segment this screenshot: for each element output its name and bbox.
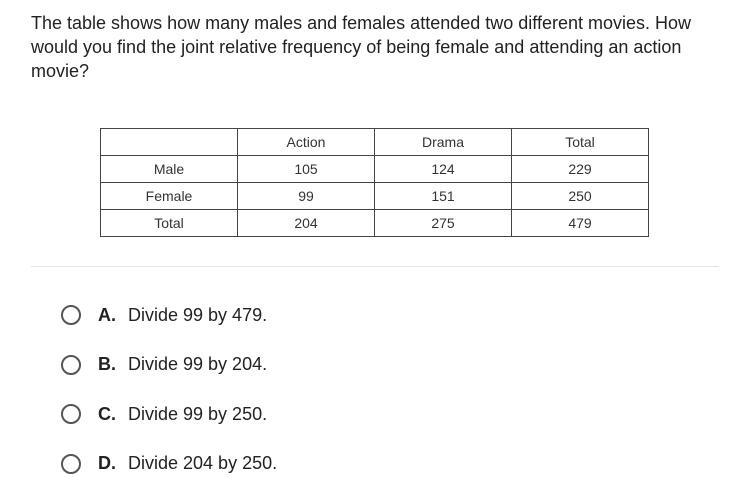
frequency-table: Action Drama Total Male 105 124 229 Female 99 151… xyxy=(100,128,649,237)
table-body: Action Drama Total Male 105 124 229 Female 99 151… xyxy=(100,128,649,237)
option-text: Divide 99 by 479. xyxy=(128,304,268,325)
table-cell: 105 xyxy=(237,155,375,183)
table-cell: 250 xyxy=(511,182,649,210)
header-cell: Drama xyxy=(374,128,512,156)
divider xyxy=(31,266,719,267)
header-cell: Total xyxy=(511,128,649,156)
table-row: Female 99 151 250 xyxy=(100,182,649,210)
option-letter: B. xyxy=(98,354,116,374)
option-text: Divide 99 by 250. xyxy=(128,403,268,424)
table-cell: 229 xyxy=(511,155,649,183)
corner-cell xyxy=(100,128,238,156)
table-cell: 124 xyxy=(374,155,512,183)
radio-button[interactable] xyxy=(61,305,81,325)
radio-button[interactable] xyxy=(61,404,81,424)
row-label: Female xyxy=(100,182,238,210)
option-letter: A. xyxy=(98,304,116,325)
answer-option[interactable]: B. Divide 99 by 204. xyxy=(61,352,267,378)
table-cell: 99 xyxy=(237,182,375,210)
answer-option[interactable]: A. Divide 99 by 479. xyxy=(61,302,267,328)
option-text: Divide 99 by 204. xyxy=(128,354,268,374)
answer-option[interactable]: C. Divide 99 by 250. xyxy=(61,401,267,427)
header-cell: Action xyxy=(237,128,375,156)
table-cell: 275 xyxy=(374,209,512,237)
option-letter: D. xyxy=(98,453,116,473)
option-text: Divide 204 by 250. xyxy=(128,453,278,473)
row-label: Total xyxy=(100,209,238,237)
radio-button[interactable] xyxy=(61,453,81,474)
answer-option[interactable]: D. Divide 204 by 250. xyxy=(61,451,277,477)
table-row: Total 204 275 479 xyxy=(100,209,649,237)
row-label: Male xyxy=(100,155,238,183)
header-row: Action Drama Total xyxy=(100,128,649,156)
question: The table shows how many males and femal… xyxy=(31,13,692,81)
table-cell: 204 xyxy=(237,209,375,237)
option-letter: C. xyxy=(98,403,116,424)
table-cell: 479 xyxy=(511,209,649,237)
table-cell: 151 xyxy=(374,182,512,210)
radio-button[interactable] xyxy=(61,354,81,375)
table-row: Male 105 124 229 xyxy=(100,155,649,183)
